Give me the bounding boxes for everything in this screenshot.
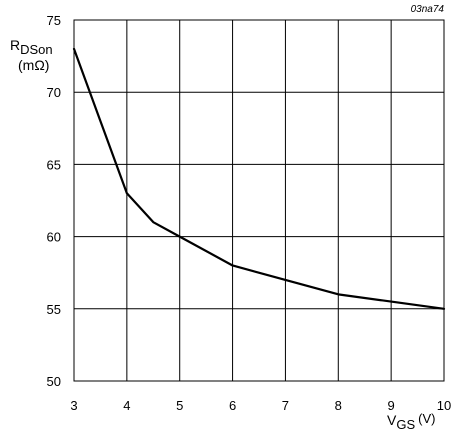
x-tick-label-7: 10 <box>437 398 451 413</box>
y-axis-label-main: R <box>10 37 20 53</box>
grid <box>73 19 445 382</box>
x-tick-label-5: 8 <box>335 398 342 413</box>
x-tick-label-4: 7 <box>282 398 289 413</box>
x-axis-label-sub: GS <box>396 417 415 432</box>
series-line-0 <box>72 47 446 310</box>
y-axis-label-sub: DSon <box>20 42 53 57</box>
x-tick-label-2: 5 <box>176 398 183 413</box>
y-axis-label: RDSon <box>10 37 53 57</box>
series-layer <box>72 47 446 310</box>
y-tick-label-3: 65 <box>47 157 61 172</box>
x-axis-label-unit: (V) <box>418 411 435 426</box>
x-tick-label-6: 9 <box>388 398 395 413</box>
y-tick-labels: 50 55 60 65 70 75 <box>47 13 61 389</box>
x-tick-label-1: 4 <box>123 398 130 413</box>
x-tick-label-0: 3 <box>70 398 77 413</box>
y-tick-label-0: 50 <box>47 374 61 389</box>
y-tick-label-5: 75 <box>47 13 61 28</box>
figure-code: 03na74 <box>411 4 445 15</box>
plot-area-frame <box>73 19 445 382</box>
x-tick-label-3: 6 <box>229 398 236 413</box>
y-tick-label-1: 55 <box>47 302 61 317</box>
x-tick-labels: 3 4 5 6 7 8 9 10 <box>70 398 451 413</box>
x-axis-label-main: V <box>387 412 397 428</box>
y-tick-label-2: 60 <box>47 230 61 245</box>
y-axis-unit: (mΩ) <box>18 57 49 73</box>
y-tick-label-4: 70 <box>47 85 61 100</box>
x-axis-label: VGS (V) <box>387 411 435 432</box>
